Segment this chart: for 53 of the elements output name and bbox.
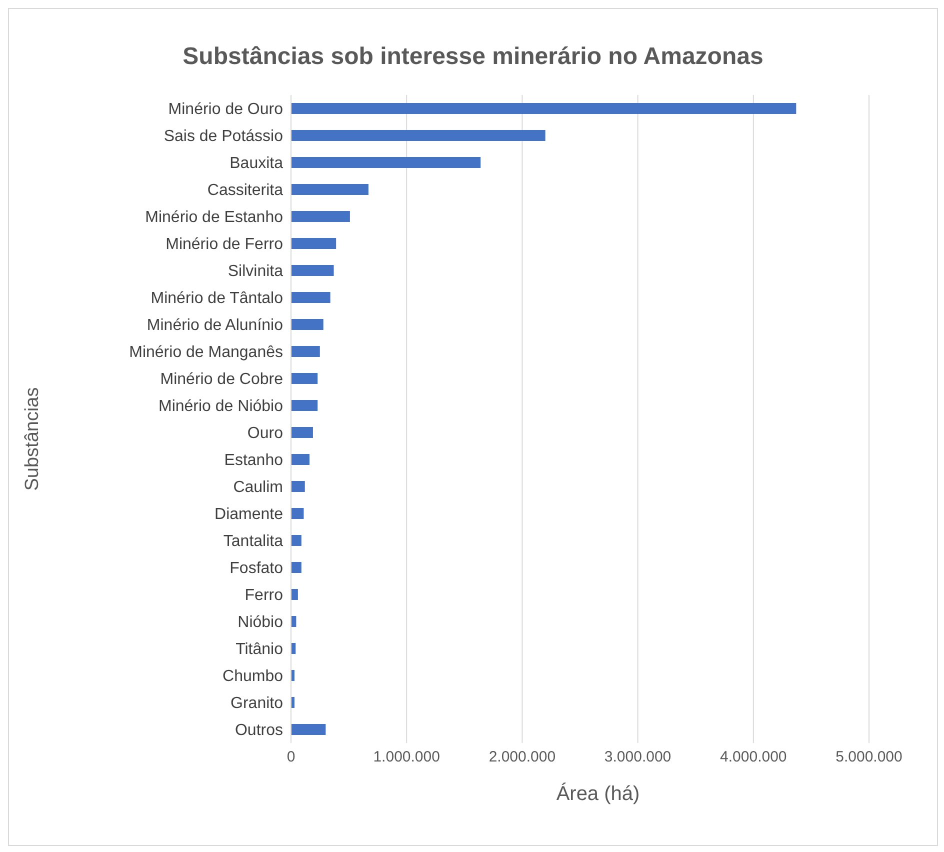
y-tick-label: Bauxita (230, 155, 284, 172)
bar (291, 157, 481, 168)
bar (291, 481, 305, 492)
y-tick-label: Minério de Ferro (166, 236, 284, 254)
y-tick-label: Chumbo (222, 668, 284, 686)
bar (291, 535, 302, 546)
y-tick-label: Minério de Cobre (160, 371, 284, 388)
bar (291, 319, 324, 330)
y-tick-label: Fosfato (230, 560, 284, 578)
y-tick-label: Titânio (236, 641, 284, 658)
y-tick-label: Sais de Potássio (164, 128, 284, 146)
y-tick-label: Tantalita (223, 533, 284, 550)
y-tick-label: Nióbio (238, 614, 284, 632)
chart-title: Substâncias sob interesse minerário no Amazonas (182, 43, 764, 72)
y-tick-label: Minério de Tântalo (150, 290, 284, 308)
bar (291, 103, 796, 114)
y-tick-label: Diamente (214, 506, 284, 524)
y-tick-label: Ferro (244, 587, 284, 604)
bar (291, 427, 313, 438)
bar (291, 400, 318, 411)
y-tick-label: Estanho (224, 452, 284, 470)
x-tick-label: 3.000.000 (604, 748, 672, 766)
bar (291, 589, 298, 600)
y-tick-label: Minério de Manganês (129, 344, 283, 362)
y-tick-label: Cassiterita (207, 182, 284, 200)
bar (291, 265, 334, 276)
y-axis-title: Substâncias (22, 387, 44, 491)
y-tick-label: Minério de Ouro (168, 101, 284, 118)
bar (291, 346, 320, 357)
bar (291, 724, 326, 735)
x-tick-label: 5.000.000 (836, 748, 902, 766)
x-tick-label: 0 (286, 748, 296, 766)
y-tick-label: Minério de Alunínio (146, 317, 284, 334)
y-tick-label: Minério de Nióbio (158, 398, 284, 416)
bar (291, 130, 546, 141)
y-tick-label: Caulim (233, 479, 283, 496)
y-tick-label: Minério de Estanho (145, 209, 284, 226)
bar (291, 454, 310, 465)
y-tick-label: Ouro (247, 425, 284, 442)
bar (291, 562, 302, 573)
bar (291, 373, 318, 384)
bar (291, 211, 350, 222)
y-tick-label: Granito (230, 695, 284, 712)
x-tick-label: 2.000.000 (488, 748, 556, 766)
x-tick-label: 1.000.000 (373, 748, 440, 766)
y-tick-label: Outros (234, 722, 283, 740)
x-axis-title: Área (há) (555, 783, 641, 806)
bar (291, 238, 336, 249)
x-tick-label: 4.000.000 (720, 748, 787, 766)
bar (291, 508, 304, 519)
y-tick-label: Silvinita (228, 263, 284, 280)
bar (291, 292, 330, 303)
bar (291, 184, 368, 195)
